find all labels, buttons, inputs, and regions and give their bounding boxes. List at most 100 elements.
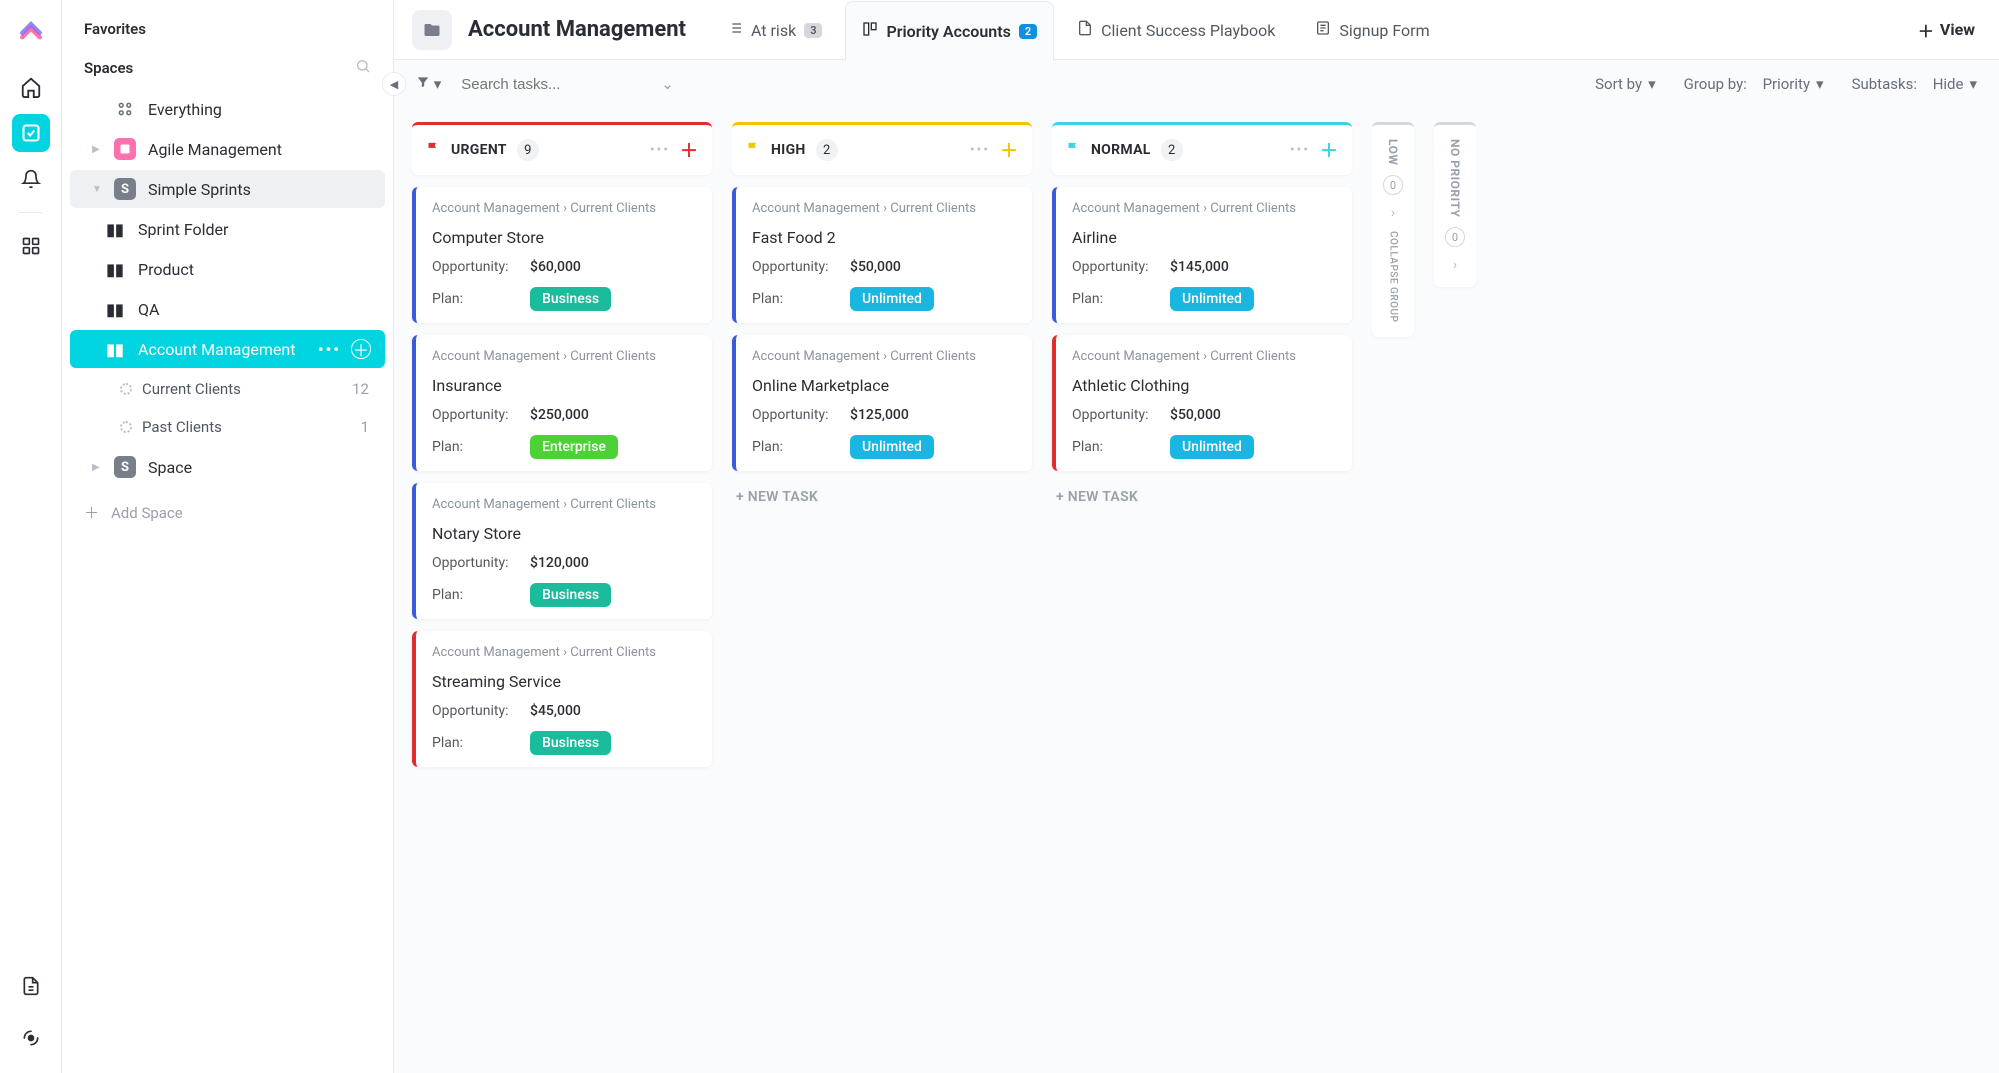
tab-client-success[interactable]: Client Success Playbook (1060, 0, 1292, 60)
breadcrumb: Account Management › Current Clients (1072, 349, 1336, 364)
count-badge: 1 (361, 418, 369, 436)
column-count: 9 (517, 139, 539, 161)
rail-apps-icon[interactable] (12, 227, 50, 265)
nav-rail (0, 0, 62, 1073)
subtasks-dropdown[interactable]: Subtasks: Hide ▾ (1852, 75, 1977, 93)
sidebar-folder-qa[interactable]: ▮▮ QA (70, 290, 385, 328)
expand-icon[interactable]: ▶ (92, 462, 102, 473)
kanban-board: URGENT 9 ••• ＋ Account Management › Curr… (394, 108, 1999, 1073)
breadcrumb: Account Management › Current Clients (1072, 201, 1336, 216)
folder-icon: ▮▮ (104, 258, 126, 280)
sidebar-add-space[interactable]: ＋ Add Space (62, 488, 393, 537)
opportunity-value: $250,000 (530, 407, 589, 423)
tab-badge: 3 (804, 23, 822, 38)
column-menu-icon[interactable]: ••• (1290, 142, 1310, 158)
field-label: Plan: (1072, 291, 1158, 307)
task-card[interactable]: Account Management › Current Clients Not… (412, 483, 712, 619)
plan-badge: Enterprise (530, 435, 618, 459)
board-icon (862, 21, 878, 41)
collapsed-column[interactable]: NO PRIORITY 0 › (1434, 122, 1476, 287)
add-icon[interactable]: ＋ (351, 339, 371, 359)
breadcrumb: Account Management › Current Clients (432, 349, 696, 364)
column-menu-icon[interactable]: ••• (650, 142, 670, 158)
task-card[interactable]: Account Management › Current Clients Com… (412, 187, 712, 323)
sort-by-dropdown[interactable]: Sort by ▾ (1595, 75, 1656, 93)
sidebar-space-agile[interactable]: ▶ Agile Management (70, 130, 385, 168)
tab-badge: 2 (1019, 24, 1037, 39)
filter-icon[interactable]: ▾ (416, 75, 441, 93)
page-title: Account Management (468, 17, 686, 42)
field-label: Plan: (432, 735, 518, 751)
field-label: Plan: (432, 291, 518, 307)
field-label: Opportunity: (752, 407, 838, 423)
rail-tasks-icon[interactable] (12, 114, 50, 152)
task-title: Athletic Clothing (1072, 376, 1336, 395)
search-icon[interactable] (355, 58, 371, 78)
sidebar-list-current-clients[interactable]: Current Clients 12 (70, 372, 385, 406)
collapse-icon[interactable]: ▼ (92, 184, 102, 195)
group-by-dropdown[interactable]: Group by: Priority ▾ (1684, 75, 1824, 93)
collapsed-column[interactable]: LOW 0 ›COLLAPSE GROUP (1372, 122, 1414, 337)
field-label: Plan: (432, 587, 518, 603)
sidebar-folder-product[interactable]: ▮▮ Product (70, 250, 385, 288)
sidebar-list-past-clients[interactable]: Past Clients 1 (70, 410, 385, 444)
sidebar-folder-sprint[interactable]: ▮▮ Sprint Folder (70, 210, 385, 248)
breadcrumb: Account Management › Current Clients (432, 645, 696, 660)
breadcrumb: Account Management › Current Clients (432, 201, 696, 216)
tab-label: Signup Form (1339, 21, 1429, 40)
breadcrumb: Account Management › Current Clients (432, 497, 696, 512)
rail-home-icon[interactable] (12, 68, 50, 106)
tab-signup-form[interactable]: Signup Form (1298, 0, 1446, 60)
new-task-button[interactable]: + NEW TASK (732, 483, 1032, 511)
tab-at-risk[interactable]: At risk 3 (710, 0, 839, 60)
plan-badge: Business (530, 583, 611, 607)
sidebar-everything[interactable]: Everything (70, 90, 385, 128)
task-card[interactable]: Account Management › Current Clients Ath… (1052, 335, 1352, 471)
field-label: Opportunity: (1072, 259, 1158, 275)
sidebar-favorites-header[interactable]: Favorites (62, 10, 393, 48)
tab-label: At risk (751, 21, 796, 40)
task-card[interactable]: Account Management › Current Clients Ins… (412, 335, 712, 471)
sidebar-item-label: Current Clients (142, 380, 241, 398)
plan-badge: Unlimited (850, 435, 934, 459)
add-view-button[interactable]: ＋ View (1912, 18, 1981, 42)
search-input[interactable] (461, 76, 641, 93)
task-card[interactable]: Account Management › Current Clients Str… (412, 631, 712, 767)
tab-priority-accounts[interactable]: Priority Accounts 2 (845, 1, 1054, 61)
opportunity-value: $120,000 (530, 555, 589, 571)
column-add-icon[interactable]: ＋ (680, 137, 698, 163)
sidebar-item-label: Simple Sprints (148, 180, 371, 199)
rail-docs-icon[interactable] (12, 967, 50, 1005)
task-card[interactable]: Account Management › Current Clients Onl… (732, 335, 1032, 471)
chevron-down-icon[interactable]: ⌄ (661, 75, 674, 93)
sidebar-folder-account-mgmt[interactable]: ▮▮ Account Management ••• ＋ (70, 330, 385, 368)
field-label: Plan: (752, 439, 838, 455)
plan-badge: Business (530, 287, 611, 311)
collapse-sidebar-icon[interactable]: ◀ (382, 72, 406, 96)
rail-notifications-icon[interactable] (12, 160, 50, 198)
opportunity-value: $60,000 (530, 259, 581, 275)
sidebar-spaces-header[interactable]: Spaces (62, 48, 393, 88)
expand-icon[interactable]: ▶ (92, 144, 102, 155)
column-menu-icon[interactable]: ••• (970, 142, 990, 158)
column-add-icon[interactable]: ＋ (1000, 137, 1018, 163)
new-task-button[interactable]: + NEW TASK (1052, 483, 1352, 511)
column-add-icon[interactable]: ＋ (1320, 137, 1338, 163)
more-icon[interactable]: ••• (318, 340, 341, 359)
list-icon (727, 20, 743, 40)
task-card[interactable]: Account Management › Current Clients Fas… (732, 187, 1032, 323)
rail-record-icon[interactable] (12, 1019, 50, 1057)
column-header[interactable]: HIGH 2 ••• ＋ (732, 122, 1032, 175)
toolbar: ◀ ▾ ⌄ Sort by ▾ Group by: Priority ▾ Sub… (394, 60, 1999, 108)
task-title: Notary Store (432, 524, 696, 543)
column-header[interactable]: URGENT 9 ••• ＋ (412, 122, 712, 175)
column-header[interactable]: NORMAL 2 ••• ＋ (1052, 122, 1352, 175)
task-card[interactable]: Account Management › Current Clients Air… (1052, 187, 1352, 323)
task-title: Online Marketplace (752, 376, 1016, 395)
field-label: Opportunity: (432, 555, 518, 571)
task-title: Insurance (432, 376, 696, 395)
sidebar-item-label: Sprint Folder (138, 220, 371, 239)
sidebar-space-generic[interactable]: ▶ S Space (70, 448, 385, 486)
opportunity-value: $50,000 (850, 259, 901, 275)
sidebar-space-sprints[interactable]: ▼ S Simple Sprints (70, 170, 385, 208)
